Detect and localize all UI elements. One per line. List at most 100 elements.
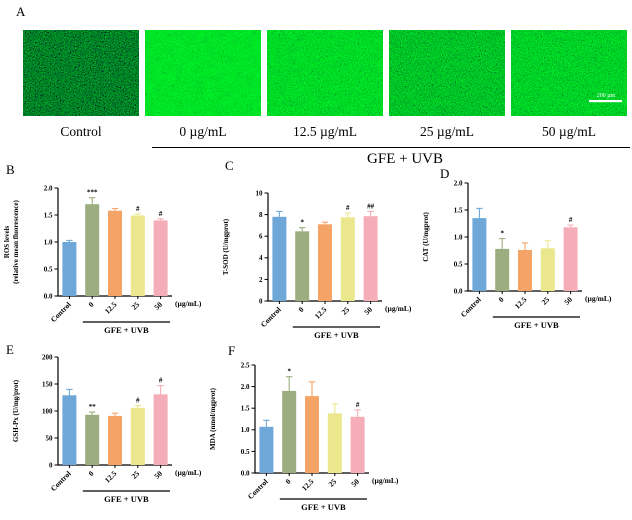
chart-B-svg: 0.0 0.5 1.0 1.5 2.0 Control *** 0 12.5 #2… — [3, 184, 202, 335]
x-unit-label: (µg/mL) — [385, 304, 412, 313]
x-tick-label: 0 — [284, 477, 293, 486]
chart-F-svg: 0.0 0.5 1.0 1.5 2.0 2.5 Control *0 12.5 … — [209, 361, 399, 512]
y-tick-label: 0.5 — [44, 265, 53, 273]
x-tick-label: 12.5 — [513, 295, 529, 311]
micrograph-row: Control 0 µg/mL — [23, 30, 627, 140]
micrograph-4: 200 µm 50 µg/mL — [511, 30, 627, 140]
micrograph-label: Control — [60, 124, 102, 139]
fluorescence-image — [389, 30, 505, 116]
bar-50 — [153, 394, 168, 465]
micrograph-label: 50 µg/mL — [542, 124, 596, 139]
bar-50 — [363, 216, 378, 301]
bar-12.5 — [108, 415, 122, 465]
chart-gsh-px: 0 50 100 150 200 Control ** 0 12.5 #25 #5… — [2, 347, 212, 515]
micrograph-2: 12.5 µg/mL — [267, 30, 383, 140]
bar-25 — [340, 217, 355, 301]
x-tick-label: Control — [49, 300, 73, 324]
group-label: GFE + UVB — [301, 502, 346, 512]
bar-Control — [62, 395, 77, 465]
y-tick-label: 1.5 — [241, 405, 250, 413]
x-tick-label: 50 — [362, 305, 374, 317]
x-unit-label: (µg/mL) — [585, 294, 612, 303]
chart-D-svg: 0.0 0.5 1.0 1.5 2.0 Control * 0 12.5 25 #… — [422, 179, 612, 330]
x-tick-label: 12.5 — [103, 300, 119, 316]
y-tick-label: 0 — [49, 461, 53, 469]
panel-a-group-label: GFE + UVB — [367, 151, 443, 167]
x-tick-label: 12.5 — [300, 477, 316, 493]
micrograph-3: 25 µg/mL — [389, 30, 505, 140]
fluorescence-image — [145, 30, 261, 116]
y-tick-label: 0.5 — [241, 448, 250, 456]
y-tick-label: 0.0 — [44, 292, 53, 300]
chart-cat: 0.0 0.5 1.0 1.5 2.0 Control * 0 12.5 25 #… — [412, 173, 622, 341]
fluorescence-image: 200 µm — [511, 30, 627, 116]
x-tick-label: 0 — [497, 295, 506, 304]
y-axis-title: GSH-Px (U/mg/prot) — [12, 379, 20, 442]
x-tick-label: Control — [259, 305, 283, 329]
significance-marker: * — [287, 368, 291, 376]
bar-50 — [153, 220, 168, 296]
significance-marker: ## — [367, 202, 375, 210]
y-tick-label: 10 — [256, 189, 264, 197]
x-tick-label: 0 — [297, 305, 306, 314]
y-tick-label: 0.0 — [241, 469, 250, 477]
bar-0 — [85, 204, 100, 296]
x-tick-label: 50 — [152, 469, 164, 481]
group-label: GFE + UVB — [514, 320, 559, 330]
x-unit-label: (µg/mL) — [175, 468, 202, 477]
y-tick-label: 6 — [259, 233, 263, 241]
panel-letter-c: C — [225, 158, 234, 173]
x-tick-label: 25 — [327, 477, 339, 489]
y-tick-label: 4 — [259, 254, 263, 262]
y-tick-label: 1.0 — [241, 426, 250, 434]
bar-0 — [295, 231, 310, 301]
y-axis-title: ROS levels — [3, 225, 11, 258]
y-tick-label: 2.0 — [44, 184, 53, 192]
y-axis-title: CAT (U/mgprot) — [422, 212, 430, 262]
x-tick-label: 0 — [87, 300, 96, 309]
panel-letter-b: B — [6, 162, 15, 177]
y-tick-label: 2.0 — [454, 179, 463, 187]
y-tick-label: 2 — [259, 276, 263, 284]
bar-0 — [495, 248, 510, 291]
bar-25 — [130, 215, 145, 296]
scale-bar — [589, 100, 622, 103]
panel-letter-d: D — [440, 166, 450, 181]
x-tick-label: 25 — [130, 300, 142, 312]
fluorescence-image — [23, 30, 139, 116]
x-tick-label: 0 — [87, 469, 96, 478]
y-tick-label: 2.5 — [241, 361, 250, 369]
panel-letter-a: A — [16, 4, 26, 19]
significance-marker: # — [356, 401, 360, 409]
bar-Control — [472, 218, 487, 291]
x-tick-label: 50 — [349, 477, 361, 489]
micrograph-label: 25 µg/mL — [420, 124, 474, 139]
bar-25 — [130, 407, 145, 465]
panel-letter-f: F — [228, 343, 236, 358]
chart-E-svg: 0 50 100 150 200 Control ** 0 12.5 #25 #5… — [12, 353, 202, 504]
x-tick-label: 12.5 — [313, 305, 329, 321]
y-tick-label: 0.5 — [454, 260, 463, 268]
y-tick-label: 1.0 — [454, 233, 463, 241]
fluorescence-image — [267, 30, 383, 116]
x-unit-label: (µg/mL) — [175, 299, 202, 308]
panel-a-group-bracket — [152, 147, 630, 148]
micrograph-1: 0 µg/mL — [145, 30, 261, 140]
y-tick-label: 50 — [46, 434, 54, 442]
x-tick-label: 25 — [130, 469, 142, 481]
scale-bar-label: 200 µm — [597, 93, 616, 99]
bar-50 — [350, 416, 365, 473]
micrograph-label: 12.5 µg/mL — [292, 124, 358, 139]
significance-marker: *** — [87, 189, 98, 197]
y-tick-label: 1.5 — [454, 206, 463, 214]
chart-ros-levels: 0.0 0.5 1.0 1.5 2.0 Control *** 0 12.5 #2… — [2, 178, 212, 346]
bar-0 — [282, 390, 297, 473]
bar-12.5 — [318, 224, 332, 301]
y-axis-title: T-SOD (U/mgprot) — [222, 218, 230, 275]
x-tick-label: 12.5 — [103, 469, 119, 485]
x-tick-label: 25 — [540, 295, 552, 307]
significance-marker: # — [136, 205, 140, 213]
chart-mda: 0.0 0.5 1.0 1.5 2.0 2.5 Control * 0 12.5 … — [199, 355, 409, 520]
x-tick-label: 50 — [152, 300, 164, 312]
